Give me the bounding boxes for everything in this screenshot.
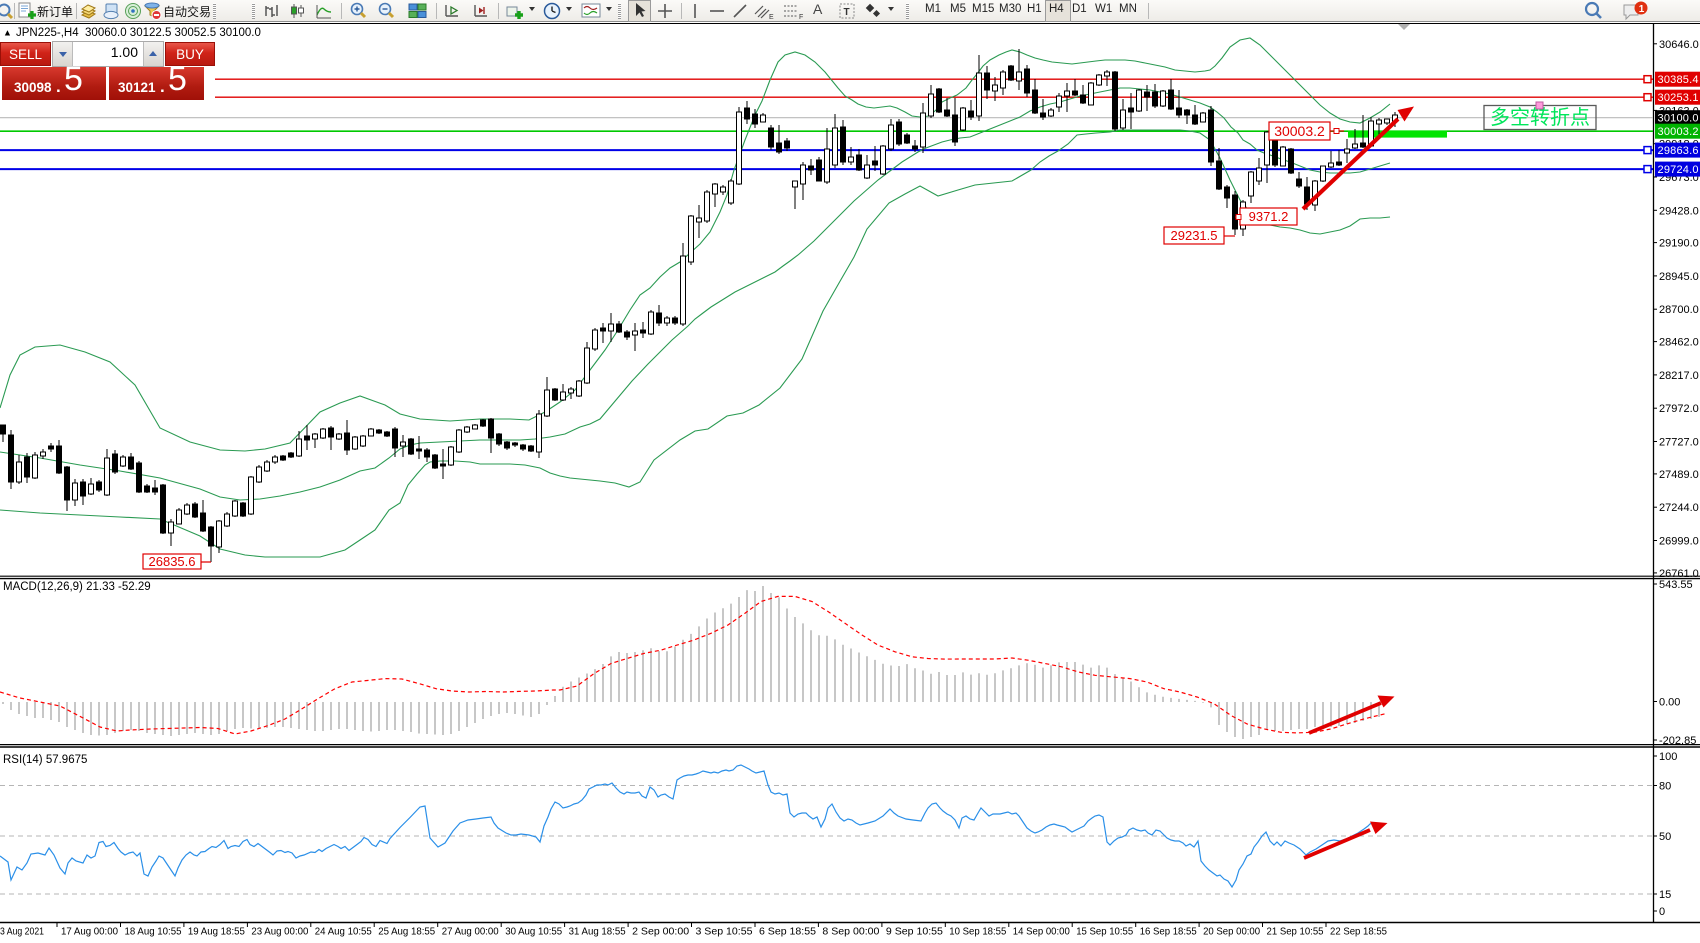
svg-text:16 Sep 18:55: 16 Sep 18:55 bbox=[1140, 926, 1197, 938]
svg-text:15 Sep 10:55: 15 Sep 10:55 bbox=[1076, 926, 1133, 938]
svg-text:27244.0: 27244.0 bbox=[1659, 502, 1699, 514]
svg-text:29428.0: 29428.0 bbox=[1659, 205, 1699, 217]
svg-text:3 Sep 10:55: 3 Sep 10:55 bbox=[696, 926, 753, 938]
svg-text:20 Sep 00:00: 20 Sep 00:00 bbox=[1203, 926, 1260, 938]
svg-text:27972.0: 27972.0 bbox=[1659, 403, 1699, 415]
svg-text:30003.2: 30003.2 bbox=[1658, 126, 1699, 138]
svg-text:21 Sep 10:55: 21 Sep 10:55 bbox=[1267, 926, 1324, 938]
svg-text:26835.6: 26835.6 bbox=[149, 554, 196, 569]
svg-text:E: E bbox=[769, 14, 774, 21]
svg-text:28462.0: 28462.0 bbox=[1659, 337, 1699, 349]
svg-text:3 Aug 2021: 3 Aug 2021 bbox=[0, 926, 44, 938]
svg-text:18 Aug 10:55: 18 Aug 10:55 bbox=[125, 926, 182, 938]
svg-text:27 Aug 00:00: 27 Aug 00:00 bbox=[442, 926, 499, 938]
svg-text:100: 100 bbox=[1659, 751, 1677, 763]
svg-text:MACD(12,26,9) 21.33 -52.29: MACD(12,26,9) 21.33 -52.29 bbox=[3, 581, 151, 593]
svg-text:31 Aug 18:55: 31 Aug 18:55 bbox=[569, 926, 626, 938]
svg-text:F: F bbox=[799, 14, 803, 21]
svg-text:10 Sep 18:55: 10 Sep 18:55 bbox=[949, 926, 1006, 938]
svg-text:29190.0: 29190.0 bbox=[1659, 238, 1699, 250]
svg-text:19 Aug 18:55: 19 Aug 18:55 bbox=[188, 926, 245, 938]
svg-text:30385.4: 30385.4 bbox=[1658, 74, 1699, 86]
svg-text:30 Aug 10:55: 30 Aug 10:55 bbox=[505, 926, 562, 938]
svg-text:30003.2: 30003.2 bbox=[1274, 123, 1325, 139]
svg-text:多空转折点: 多空转折点 bbox=[1490, 106, 1590, 129]
svg-text:JPN225-,H4 30060.0 30122.5 30: JPN225-,H4 30060.0 30122.5 30052.5 30100… bbox=[16, 27, 261, 39]
svg-text:28945.0: 28945.0 bbox=[1659, 271, 1699, 283]
svg-text:8 Sep 00:00: 8 Sep 00:00 bbox=[822, 926, 879, 938]
svg-text:6 Sep 18:55: 6 Sep 18:55 bbox=[759, 926, 816, 938]
svg-text:30253.1: 30253.1 bbox=[1658, 92, 1699, 104]
svg-text:30100.0: 30100.0 bbox=[1658, 113, 1699, 125]
svg-text:27727.0: 27727.0 bbox=[1659, 437, 1699, 449]
svg-text:30646.0: 30646.0 bbox=[1659, 39, 1699, 51]
svg-text:15: 15 bbox=[1659, 889, 1671, 901]
svg-text:0.00: 0.00 bbox=[1659, 697, 1680, 709]
svg-text:80: 80 bbox=[1659, 781, 1671, 793]
svg-text:RSI(14) 57.9675: RSI(14) 57.9675 bbox=[3, 754, 87, 766]
svg-text:22 Sep 18:55: 22 Sep 18:55 bbox=[1330, 926, 1387, 938]
svg-text:28700.0: 28700.0 bbox=[1659, 304, 1699, 316]
svg-text:2 Sep 00:00: 2 Sep 00:00 bbox=[632, 926, 689, 938]
svg-text:29231.5: 29231.5 bbox=[1171, 228, 1218, 243]
svg-text:9 Sep 10:55: 9 Sep 10:55 bbox=[886, 926, 943, 938]
svg-text:543.55: 543.55 bbox=[1659, 579, 1693, 591]
svg-text:-202.85: -202.85 bbox=[1659, 735, 1696, 747]
svg-text:28217.0: 28217.0 bbox=[1659, 370, 1699, 382]
svg-text:▲: ▲ bbox=[3, 28, 12, 38]
svg-text:25 Aug 18:55: 25 Aug 18:55 bbox=[378, 926, 435, 938]
svg-text:26761.0: 26761.0 bbox=[1659, 568, 1699, 580]
svg-text:24 Aug 10:55: 24 Aug 10:55 bbox=[315, 926, 372, 938]
svg-text:1: 1 bbox=[1639, 4, 1645, 15]
svg-text:14 Sep 00:00: 14 Sep 00:00 bbox=[1013, 926, 1070, 938]
svg-text:0: 0 bbox=[1659, 906, 1665, 918]
svg-text:50: 50 bbox=[1659, 831, 1671, 843]
svg-text:23 Aug 00:00: 23 Aug 00:00 bbox=[251, 926, 308, 938]
svg-text:29724.0: 29724.0 bbox=[1658, 164, 1699, 176]
svg-text:17 Aug 00:00: 17 Aug 00:00 bbox=[61, 926, 118, 938]
svg-text:29863.6: 29863.6 bbox=[1658, 145, 1699, 157]
svg-text:T: T bbox=[844, 7, 850, 18]
svg-text:27489.0: 27489.0 bbox=[1659, 469, 1699, 481]
svg-text:9371.2: 9371.2 bbox=[1249, 209, 1289, 224]
svg-text:26999.0: 26999.0 bbox=[1659, 536, 1699, 548]
